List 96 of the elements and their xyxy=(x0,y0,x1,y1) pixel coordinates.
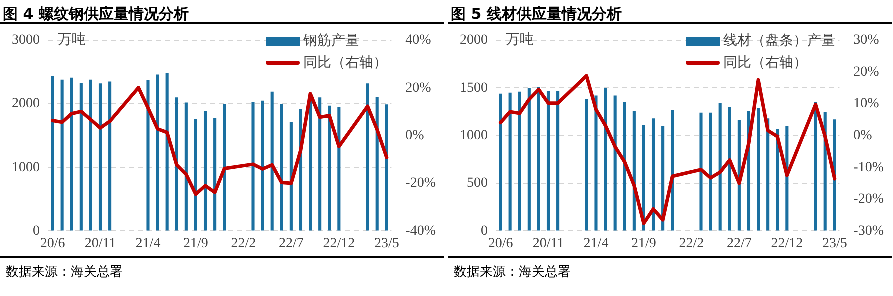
bar xyxy=(556,90,560,231)
y-tick-label: 1000 xyxy=(460,128,488,144)
legend-label: 同比（右轴） xyxy=(304,54,388,74)
bar xyxy=(328,106,332,231)
legend-label: 线材（盘条）产量 xyxy=(724,32,836,52)
y2-tick-label: 0% xyxy=(406,128,425,144)
legend-label: 钢筋产量 xyxy=(304,32,360,52)
bar xyxy=(184,102,188,231)
y-tick-label: 0 xyxy=(33,224,40,239)
bar xyxy=(776,129,780,231)
bar xyxy=(614,96,617,231)
y2-tick-label: -10% xyxy=(854,160,884,176)
bar xyxy=(585,100,588,231)
bar xyxy=(604,88,608,231)
chart-title: 图 5 线材供应量情况分析 xyxy=(448,0,892,24)
y-tick-label: 1500 xyxy=(460,80,488,96)
bar xyxy=(194,119,198,231)
bar xyxy=(757,108,760,231)
x-tick-label: 23/5 xyxy=(822,236,848,252)
bar xyxy=(709,112,712,231)
x-tick-label: 22/7 xyxy=(278,236,304,252)
y-tick-label: 0 xyxy=(481,224,488,239)
bar xyxy=(89,80,92,231)
bar xyxy=(528,88,531,231)
x-tick-label: 22/12 xyxy=(323,236,356,252)
x-tick-label: 23/5 xyxy=(374,236,400,252)
y-tick-label: 2000 xyxy=(460,33,488,48)
y2-tick-label: 40% xyxy=(406,33,432,48)
bar xyxy=(214,118,217,231)
y-tick-label: 2000 xyxy=(12,96,40,112)
source-note: 数据来源：海关总署 xyxy=(448,256,892,286)
bar xyxy=(51,76,54,231)
bar xyxy=(280,104,284,231)
y2-tick-label: 20% xyxy=(406,80,432,96)
bar xyxy=(175,98,178,231)
y-tick-label: 500 xyxy=(467,176,488,192)
bar xyxy=(671,110,674,231)
y-axis-title: 万吨 xyxy=(506,31,534,50)
bar xyxy=(80,83,83,231)
y2-tick-label: -20% xyxy=(854,192,884,208)
x-tick-label: 20/11 xyxy=(84,236,116,252)
bar xyxy=(594,96,598,231)
x-tick-label: 21/4 xyxy=(584,236,609,252)
bar xyxy=(700,112,703,231)
bar xyxy=(318,98,322,231)
x-tick-label: 22/2 xyxy=(679,236,704,252)
bar xyxy=(366,84,370,231)
bar xyxy=(623,102,626,231)
bar xyxy=(270,92,274,231)
x-tick-label: 21/9 xyxy=(184,236,208,252)
bar xyxy=(508,92,512,231)
y2-tick-label: -20% xyxy=(406,176,436,192)
x-tick-label: 20/6 xyxy=(488,236,514,252)
y-tick-label: 3000 xyxy=(12,33,40,48)
x-tick-label: 21/4 xyxy=(136,236,161,252)
source-note: 数据来源：海关总署 xyxy=(0,256,444,286)
bar xyxy=(718,103,722,231)
x-tick-label: 22/12 xyxy=(771,236,804,252)
bar xyxy=(156,74,160,231)
bar xyxy=(728,107,732,231)
y2-tick-label: 20% xyxy=(854,64,880,80)
bar xyxy=(652,118,656,231)
bar xyxy=(204,110,208,231)
bar xyxy=(518,92,522,231)
y2-tick-label: 10% xyxy=(854,96,880,112)
y-axis-title: 万吨 xyxy=(58,31,86,50)
bar xyxy=(537,87,540,231)
bar xyxy=(261,100,264,231)
bar xyxy=(98,84,102,231)
bar xyxy=(166,73,169,231)
bar xyxy=(385,104,388,231)
bar xyxy=(146,80,150,231)
bar xyxy=(252,102,255,231)
legend-label: 同比（右轴） xyxy=(724,54,808,74)
y-tick-label: 1000 xyxy=(12,160,40,176)
x-tick-label: 22/2 xyxy=(231,236,256,252)
bar xyxy=(108,82,112,231)
bar xyxy=(290,122,293,231)
bar xyxy=(376,97,379,231)
bar xyxy=(833,120,836,231)
bar xyxy=(499,94,502,231)
y2-tick-label: -40% xyxy=(406,224,436,239)
bar xyxy=(338,107,341,231)
x-tick-label: 21/9 xyxy=(632,236,656,252)
bar xyxy=(814,102,818,231)
y2-tick-label: 0% xyxy=(854,128,873,144)
y2-tick-label: -30% xyxy=(854,224,884,239)
y2-tick-label: 30% xyxy=(854,33,880,48)
x-tick-label: 22/7 xyxy=(726,236,752,252)
x-tick-label: 20/6 xyxy=(40,236,66,252)
bar xyxy=(546,90,550,231)
bar xyxy=(223,104,226,231)
bar xyxy=(60,80,64,231)
x-tick-label: 20/11 xyxy=(532,236,564,252)
chart-title: 图 4 螺纹钢供应量情况分析 xyxy=(0,0,444,24)
bar xyxy=(70,78,74,231)
